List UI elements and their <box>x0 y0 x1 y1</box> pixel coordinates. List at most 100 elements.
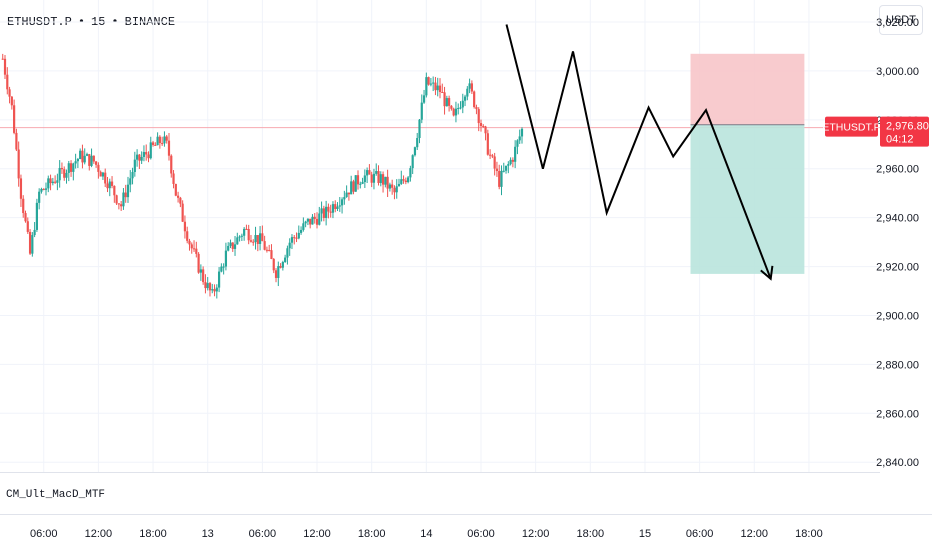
candle-body <box>450 105 453 109</box>
candle-body <box>386 176 389 189</box>
candle-body <box>340 199 344 206</box>
candle-body <box>138 154 141 161</box>
candle-body <box>393 187 396 193</box>
candle-body <box>83 155 86 163</box>
stop-loss-zone[interactable] <box>690 53 805 125</box>
candle-body <box>295 237 298 239</box>
candle-body <box>352 181 355 192</box>
candle-body <box>117 203 120 205</box>
candle-body <box>120 204 123 207</box>
candle-body <box>477 109 480 124</box>
candle-body <box>293 237 296 239</box>
candle-body <box>313 216 316 219</box>
candle-body <box>354 175 357 192</box>
x-tick-label: 18:00 <box>358 528 386 540</box>
candle-body <box>409 168 412 178</box>
candle-body <box>213 289 216 292</box>
candle-body <box>363 175 366 183</box>
symbol-tag[interactable] <box>825 116 878 137</box>
candle-body <box>181 203 184 222</box>
candle-body <box>104 172 107 184</box>
candle-body <box>461 100 464 108</box>
candle-body <box>197 253 200 273</box>
candle-body <box>145 152 148 155</box>
price-tag[interactable] <box>880 116 929 147</box>
candle-body <box>74 161 77 164</box>
candle-body <box>413 147 417 156</box>
candle-body <box>179 197 182 204</box>
y-tick-label: 2,940.00 <box>876 213 919 225</box>
candle-body <box>17 149 20 179</box>
candle-body <box>309 218 312 225</box>
price-tag-value: 2,976.80 <box>886 121 929 133</box>
candle-body <box>272 259 275 271</box>
y-tick-label: 3,020.00 <box>876 17 919 29</box>
candle-body <box>238 236 241 238</box>
candle-body <box>268 249 271 251</box>
x-tick-label: 18:00 <box>577 528 605 540</box>
candle-body <box>338 205 341 207</box>
candle-body <box>204 282 207 289</box>
y-tick-label: 2,900.00 <box>876 310 919 322</box>
candle-body <box>76 159 79 162</box>
candle-body <box>215 287 218 292</box>
candle-body <box>514 146 517 162</box>
y-tick-label: 3,000.00 <box>876 66 919 78</box>
candle-body <box>443 92 446 107</box>
candle-body <box>26 221 29 232</box>
candle-body <box>28 231 32 254</box>
candle-body <box>325 206 328 218</box>
candle-body <box>222 266 225 268</box>
candle-body <box>377 171 380 183</box>
candle-body <box>475 107 478 110</box>
candle-body <box>270 250 273 260</box>
x-tick-label: 12:00 <box>741 528 769 540</box>
candle-body <box>281 262 284 268</box>
candle-body <box>38 191 41 203</box>
candle-body <box>99 171 102 177</box>
candle-body <box>429 83 432 85</box>
candle-body <box>176 195 180 198</box>
indicator-label[interactable]: CM_Ult_MacD_MTF <box>6 489 106 501</box>
x-tick-label: 12:00 <box>522 528 550 540</box>
candle-body <box>97 164 100 172</box>
candle-body <box>331 204 335 213</box>
candle-body <box>95 161 98 165</box>
candle-body <box>245 228 248 230</box>
candle-body <box>520 128 524 137</box>
projection-arrowhead <box>760 265 774 281</box>
candle-body <box>432 82 435 84</box>
currency-button[interactable]: USDT <box>879 5 923 35</box>
candle-body <box>470 83 473 92</box>
candle-body <box>220 266 223 272</box>
x-tick-label: 15 <box>639 528 651 540</box>
candle-body <box>151 142 155 145</box>
candle-body <box>136 154 139 160</box>
candle-body <box>459 107 462 109</box>
candle-body <box>110 181 114 186</box>
candle-body <box>299 229 303 233</box>
projection-path[interactable] <box>505 24 772 280</box>
candle-body <box>493 156 496 169</box>
candle-body <box>311 216 314 225</box>
candle-body <box>420 102 423 120</box>
candle-body <box>172 173 175 184</box>
candle-body <box>183 221 187 232</box>
candle-body <box>495 168 499 171</box>
candle-body <box>158 136 161 144</box>
candle-body <box>491 155 494 157</box>
take-profit-zone[interactable] <box>690 124 805 274</box>
candle-body <box>56 180 59 183</box>
y-tick-label: 2,920.00 <box>876 262 919 274</box>
candle-body <box>190 244 193 249</box>
candle-body <box>498 170 501 187</box>
candle-body <box>411 155 414 169</box>
candle-body <box>49 178 52 184</box>
candle-body <box>113 185 116 196</box>
candle-body <box>54 181 57 183</box>
candle-body <box>79 150 82 160</box>
candle-body <box>502 170 505 172</box>
candle-body <box>233 244 237 249</box>
candle-body <box>217 271 221 288</box>
